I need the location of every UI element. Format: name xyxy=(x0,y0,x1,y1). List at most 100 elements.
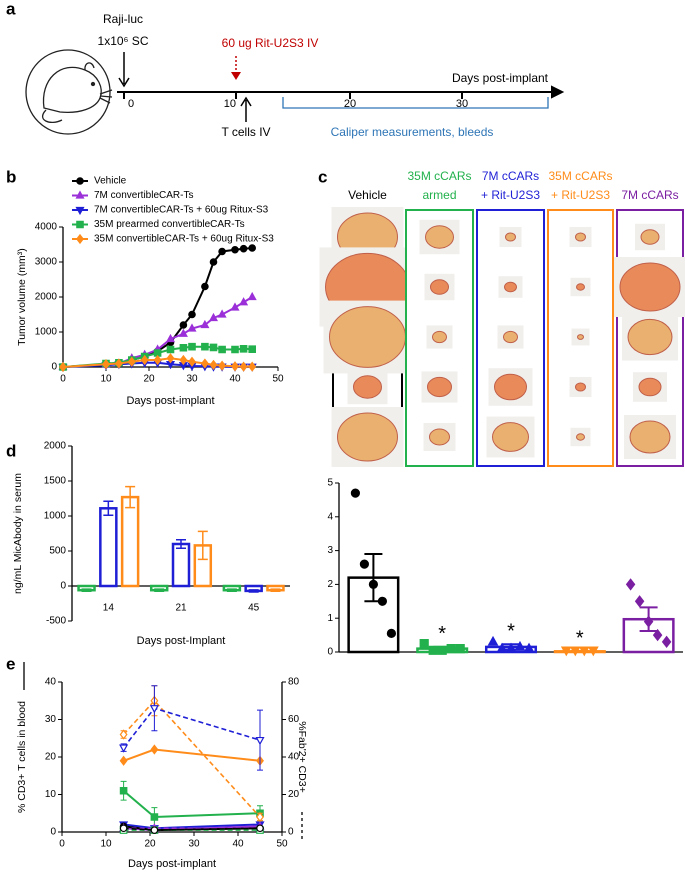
marker xyxy=(208,312,219,322)
marker xyxy=(218,360,227,371)
arrow xyxy=(118,52,130,88)
marker xyxy=(661,635,672,649)
marker xyxy=(179,321,188,329)
tumor xyxy=(427,376,452,398)
tumor xyxy=(640,229,660,245)
legend-label: 7M convertibleCAR-Ts + 60ug Ritux-S3 xyxy=(94,205,269,216)
marker xyxy=(247,291,257,301)
arrow xyxy=(240,96,252,122)
x-tick-label: 14 xyxy=(103,603,115,614)
marker xyxy=(209,343,218,352)
measurements-label: Caliper measurements, bleeds xyxy=(331,125,494,139)
marker xyxy=(643,615,654,628)
marker xyxy=(523,642,535,653)
x-tick-label: 30 xyxy=(188,839,200,850)
marker xyxy=(239,297,249,306)
timeline-tick-label: 20 xyxy=(344,98,356,110)
marker xyxy=(75,206,85,216)
marker xyxy=(127,356,136,367)
tumor xyxy=(503,330,518,344)
marker xyxy=(209,258,218,266)
y2-axis-label: %Fab'2+ CD3+ xyxy=(296,721,308,792)
marker xyxy=(578,646,590,657)
x-tick-label: 10 xyxy=(100,374,112,385)
marker xyxy=(255,736,265,746)
marker xyxy=(514,640,526,651)
panel-label: d xyxy=(6,441,16,460)
panel-label: a xyxy=(6,0,16,18)
y-tick-label: 0 xyxy=(60,581,66,592)
marker xyxy=(150,813,159,821)
error-bar xyxy=(154,588,165,592)
y-tick-label: -500 xyxy=(46,616,66,627)
group-header: + Rit-U2S3 xyxy=(551,188,610,202)
marker xyxy=(119,729,128,740)
marker xyxy=(102,359,110,370)
series-line xyxy=(123,827,261,831)
marker xyxy=(487,635,499,646)
tumor xyxy=(425,225,454,249)
marker xyxy=(201,342,209,351)
y-tick-label: 0 xyxy=(50,827,56,838)
annotation: * xyxy=(438,623,446,645)
tumor xyxy=(504,281,517,293)
marker xyxy=(201,282,209,291)
y-tick-label: 10 xyxy=(45,789,57,800)
legend-label: Vehicle xyxy=(94,176,127,187)
group-header: 35M cCARs xyxy=(548,169,612,183)
x-tick-label: 30 xyxy=(186,374,198,385)
y-tick-label: 2 xyxy=(327,579,333,590)
x-tick-label: 21 xyxy=(175,603,187,614)
marker xyxy=(587,646,599,657)
y-tick-label: 1000 xyxy=(44,511,67,522)
marker xyxy=(231,245,239,254)
marker xyxy=(634,595,645,608)
tumor xyxy=(638,377,662,397)
marker xyxy=(368,579,378,590)
treatment: 60 ug Rit-U2S3 IV xyxy=(222,36,319,50)
marker xyxy=(386,628,396,639)
y-axis-label: ng/mL MicAbody in serum xyxy=(12,473,24,594)
error-bar xyxy=(270,588,281,592)
marker xyxy=(239,345,248,353)
marker xyxy=(428,645,438,655)
legend-label: 35M convertibleCAR-Ts + 60ug Ritux-S3 xyxy=(94,234,274,245)
marker xyxy=(625,578,636,591)
y-tick-label: 0 xyxy=(327,647,333,658)
marker xyxy=(218,247,226,256)
marker xyxy=(188,310,196,319)
tumor xyxy=(492,422,529,452)
marker xyxy=(150,744,159,755)
panel-label: b xyxy=(6,167,16,186)
series-line xyxy=(122,707,261,749)
y2-tick-label: 0 xyxy=(288,827,294,838)
marker xyxy=(248,345,256,353)
marker xyxy=(505,642,517,653)
group-header: + Rit-U2S3 xyxy=(481,188,540,202)
x-tick-label: 20 xyxy=(144,839,156,850)
x-tick-label: 10 xyxy=(100,839,112,850)
tumor xyxy=(576,433,585,441)
marker xyxy=(179,354,188,366)
marker xyxy=(166,353,175,364)
tumor xyxy=(353,375,382,399)
marker xyxy=(248,244,257,252)
y-tick-label: 3 xyxy=(327,545,333,556)
y-tick-label: 2000 xyxy=(44,441,67,452)
tumor xyxy=(575,232,586,242)
marker xyxy=(652,628,663,642)
marker xyxy=(218,345,226,354)
cell-line: Raji-luc xyxy=(103,12,143,26)
annotation: * xyxy=(507,621,515,643)
marker xyxy=(446,644,456,654)
marker xyxy=(149,705,159,714)
x-tick-label: 0 xyxy=(59,839,65,850)
tumor xyxy=(629,420,671,454)
y-tick-label: 1 xyxy=(327,613,333,624)
marker xyxy=(496,642,508,653)
x-tick-label: 0 xyxy=(60,374,66,385)
bar xyxy=(120,495,140,588)
marker xyxy=(153,349,162,357)
error-bar xyxy=(197,530,208,561)
marker xyxy=(76,233,84,245)
